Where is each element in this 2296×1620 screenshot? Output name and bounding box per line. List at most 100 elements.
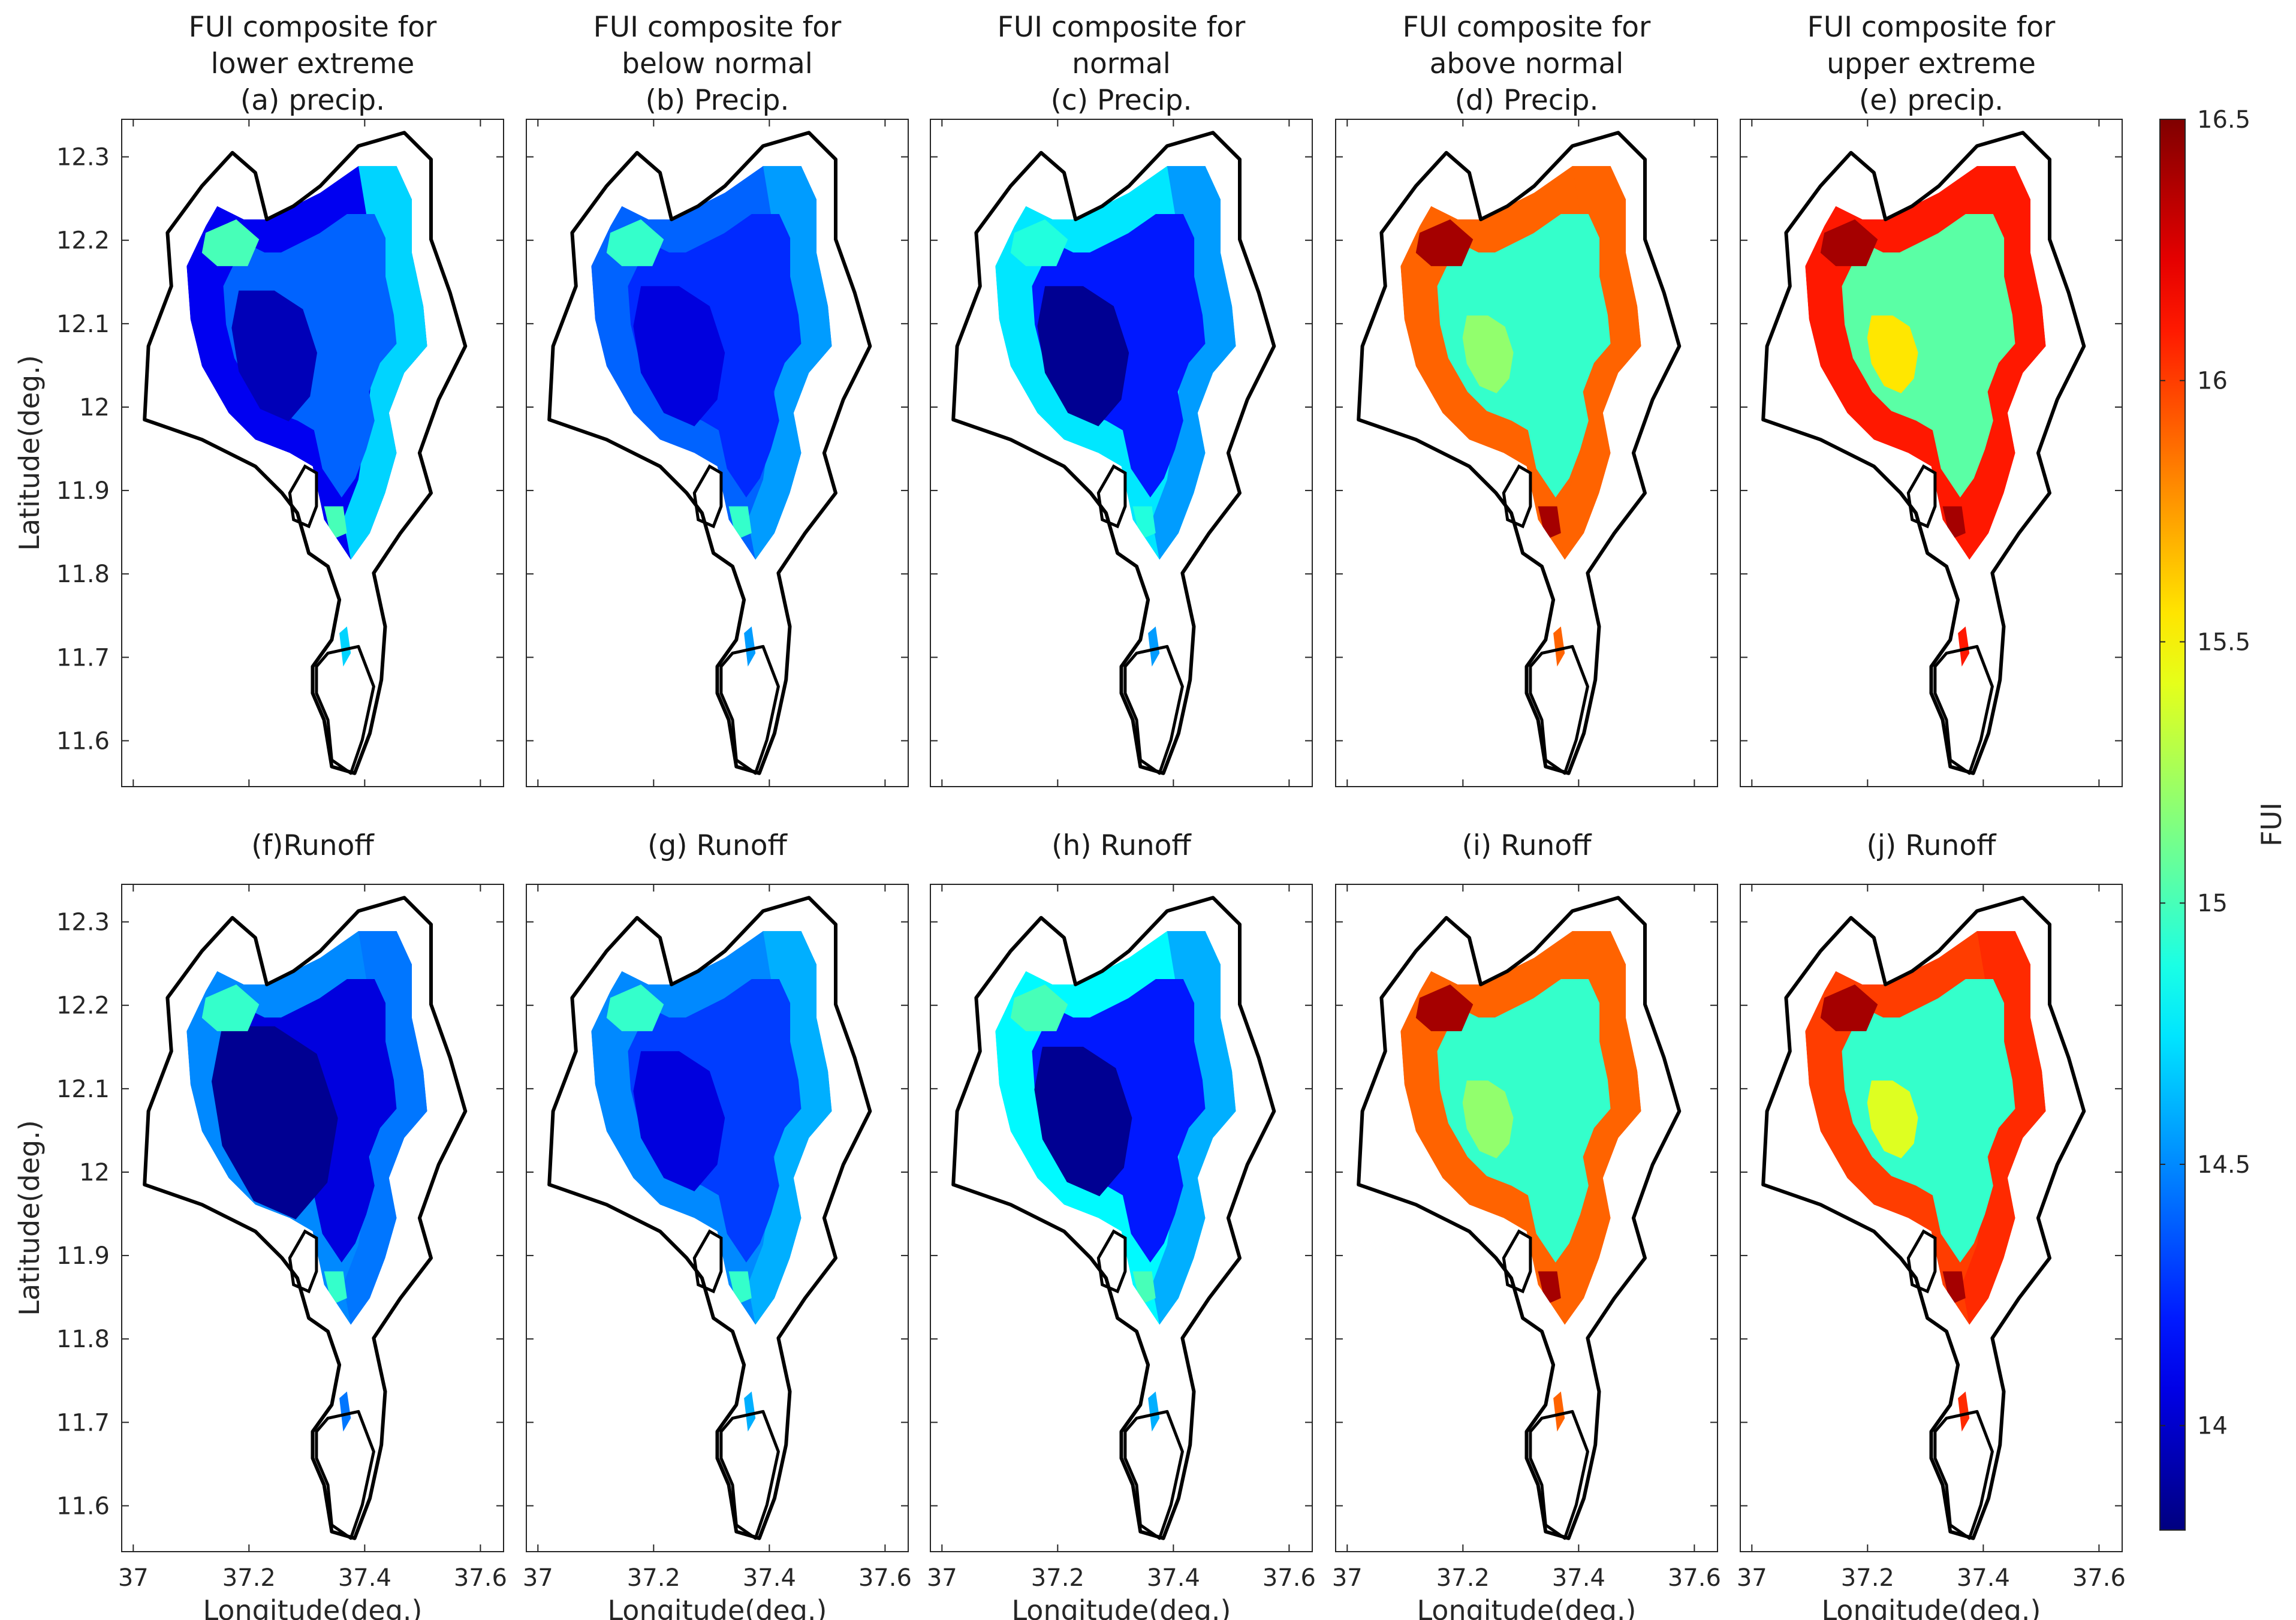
x-tick-label: 37.4	[338, 1564, 391, 1592]
lake-outline	[143, 896, 468, 1540]
fui-region-south	[324, 1271, 347, 1305]
lower-outline	[719, 1410, 780, 1540]
fui-region-core	[1034, 1046, 1132, 1197]
lake-outline	[1761, 131, 2086, 775]
fui-region-core	[1867, 315, 1918, 393]
island	[1906, 1229, 1937, 1294]
fui-region-core	[1037, 286, 1129, 426]
panel-title-line: above normal	[1430, 47, 1624, 80]
x-tick-label: 37.2	[222, 1564, 276, 1592]
lake-outline	[951, 896, 1276, 1540]
y-tick-label: 12.3	[56, 909, 110, 937]
fui-field	[1805, 931, 2046, 1325]
x-tick-label: 37	[1332, 1564, 1363, 1592]
y-tick-label: 11.7	[56, 644, 110, 672]
y-tick-label: 12	[79, 1159, 110, 1187]
fui-region-nw	[1010, 984, 1068, 1031]
fui-region-nw	[1415, 219, 1474, 266]
panel-title-line: FUI composite for	[1403, 11, 1651, 44]
fui-region-east	[343, 165, 427, 560]
fui-region-outflow	[744, 1391, 756, 1432]
fui-region-outflow	[1553, 626, 1565, 667]
y-tick-label: 12.1	[56, 311, 110, 338]
lower-outline	[1529, 645, 1589, 775]
x-tick-label: 37.6	[1668, 1564, 1721, 1592]
y-tick-label: 11.9	[56, 1242, 110, 1270]
fui-region-core	[1867, 1080, 1918, 1158]
lake-outline	[1761, 896, 2086, 1540]
fui-region-east	[1557, 931, 1641, 1325]
panel-title-line: (e) precip.	[1859, 84, 2003, 117]
y-tick-label: 12.2	[56, 992, 110, 1020]
fui-region-outflow	[1148, 626, 1160, 667]
axes-box	[930, 119, 1313, 787]
x-axis-label: Longitude(deg.)	[607, 1594, 827, 1620]
island	[1502, 464, 1532, 529]
y-tick-label: 11.6	[56, 1492, 110, 1520]
lower-outline	[1933, 645, 1994, 775]
y-tick-label: 11.9	[56, 477, 110, 505]
panel-title-line: (c) Precip.	[1051, 84, 1192, 117]
panels-group: FUI composite for lower extreme (a) precip…	[13, 11, 2126, 1620]
x-tick-label: 37.2	[627, 1564, 680, 1592]
island	[1096, 1229, 1127, 1294]
colorbar-tick-label: 16.5	[2197, 106, 2250, 134]
panel-g: (g) Runoff 37 37.2 37.4 37.6 Longitude(deg.)	[523, 829, 912, 1620]
fui-region-core	[212, 1026, 338, 1219]
x-axis-label: Longitude(deg.)	[1821, 1594, 2041, 1620]
fui-region-east	[1152, 931, 1236, 1325]
colorbar-tick-label: 15	[2197, 890, 2228, 917]
x-tick-label: 37.4	[1552, 1564, 1605, 1592]
fui-region-nw	[1415, 984, 1474, 1031]
lower-outline	[719, 645, 780, 775]
panel-title-line: FUI composite for	[593, 11, 842, 44]
lake-outline	[1357, 896, 1682, 1540]
axes-box	[1740, 884, 2123, 1552]
x-tick-label: 37.6	[454, 1564, 507, 1592]
fui-region-nw	[606, 984, 664, 1031]
colorbar-tick-label: 14.5	[2197, 1151, 2250, 1179]
fui-region-outflow	[339, 626, 351, 667]
y-tick-label: 11.7	[56, 1409, 110, 1437]
y-tick-label: 11.6	[56, 727, 110, 755]
panel-title-line: (i) Runoff	[1462, 829, 1593, 862]
x-tick-label: 37	[523, 1564, 553, 1592]
fui-region-nw	[1820, 219, 1878, 266]
x-tick-label: 37.6	[858, 1564, 912, 1592]
axes-box	[1335, 884, 1718, 1552]
fui-region-east	[1152, 165, 1236, 560]
x-tick-label: 37.4	[1147, 1564, 1200, 1592]
y-axis-label: Latitude(deg.)	[13, 1120, 46, 1316]
panel-title-line: (f)Runoff	[251, 829, 375, 862]
fui-field	[1400, 165, 1641, 560]
fui-region-core	[1462, 1080, 1514, 1158]
panel-title-line: (g) Runoff	[647, 829, 788, 862]
panel-title-line: FUI composite for	[1807, 11, 2056, 44]
fui-region-core	[1462, 315, 1514, 393]
fui-region-east	[1961, 931, 2046, 1325]
colorbar: 14 14.5 15 15.5 16 16.5 FUI	[2159, 106, 2288, 1531]
x-tick-label: 37.2	[1841, 1564, 1894, 1592]
panel-title-line: FUI composite for	[998, 11, 1246, 44]
island	[692, 1229, 723, 1294]
y-tick-label: 12.1	[56, 1076, 110, 1103]
panel-title-line: (a) precip.	[240, 84, 385, 117]
lower-outline	[315, 1410, 375, 1540]
panel-title-line: upper extreme	[1827, 47, 2036, 80]
fui-field	[1805, 165, 2046, 560]
panel-title-line: normal	[1072, 47, 1171, 80]
x-tick-label: 37.2	[1031, 1564, 1084, 1592]
panel-title-line: lower extreme	[211, 47, 415, 80]
fui-field	[591, 931, 832, 1325]
fui-region-south	[324, 506, 347, 540]
y-tick-label: 11.8	[56, 1326, 110, 1353]
lake-outline	[143, 131, 468, 775]
x-tick-label: 37.4	[1957, 1564, 2010, 1592]
fui-region-outflow	[1958, 626, 1970, 667]
panel-h: (h) Runoff 37 37.2 37.4 37.6 Longitude(deg.)	[927, 829, 1316, 1620]
